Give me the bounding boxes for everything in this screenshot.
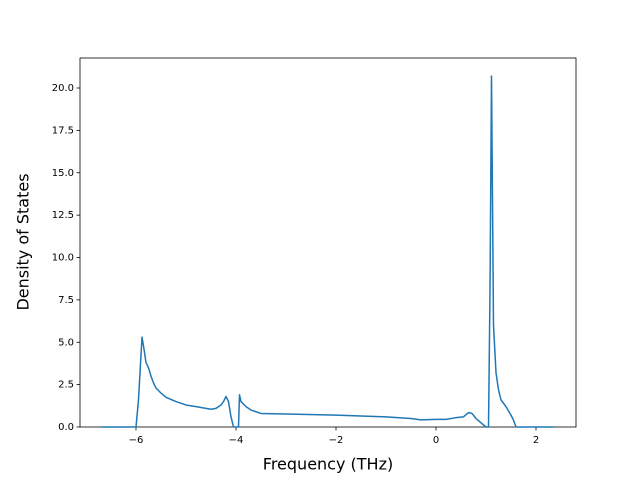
y-tick-label: 0.0	[58, 422, 74, 433]
axes-frame	[79, 57, 577, 428]
x-axis-label: Frequency (THz)	[263, 455, 393, 474]
y-axis-label: Density of States	[14, 173, 33, 310]
x-tick-label: 2	[533, 435, 539, 446]
y-tick-label: 2.5	[58, 380, 74, 391]
x-tick-label: −6	[129, 435, 144, 446]
y-tick-label: 12.5	[52, 210, 74, 221]
x-tick-label: −2	[329, 435, 344, 446]
x-tick-label: −4	[229, 435, 244, 446]
y-tick-label: 15.0	[52, 168, 74, 179]
line-series	[101, 75, 554, 428]
y-tick-label: 10.0	[52, 253, 74, 264]
y-tick-label: 17.5	[52, 125, 74, 136]
y-tick-label: 5.0	[58, 337, 74, 348]
x-tick-label: 0	[433, 435, 439, 446]
y-tick-label: 7.5	[58, 295, 74, 306]
y-tick-label: 20.0	[52, 83, 74, 94]
